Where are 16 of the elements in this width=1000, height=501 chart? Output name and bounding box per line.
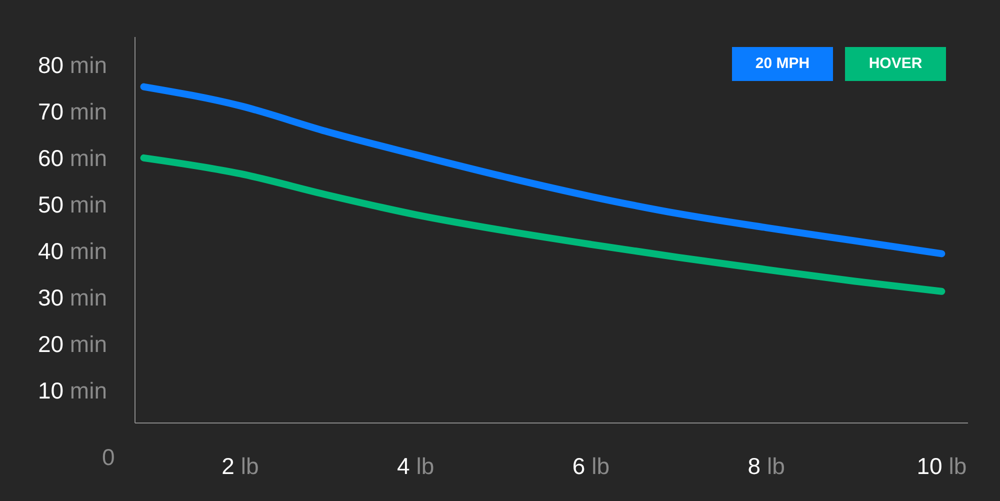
y-tick-label: 20 min (38, 330, 107, 357)
text: 0 (102, 444, 115, 471)
x-tick-label: 10 lb (916, 453, 967, 479)
y-tick-label: 60 min (38, 144, 107, 171)
y-tick-label: 30 min (38, 284, 107, 310)
x-tick-label: 8 lb (748, 453, 785, 479)
y-tick-label: 70 min (38, 98, 107, 124)
x-tick-label: 6 lb (572, 453, 610, 479)
x-tick-label: 4 lb (397, 453, 434, 479)
y-tick-label: 50 min (38, 191, 107, 218)
text: 20 MPH (732, 47, 833, 81)
y-tick-label: 40 min (38, 238, 107, 264)
y-tick-label: 10 min (38, 377, 107, 404)
x-tick-label: 2 lb (222, 453, 259, 479)
y-tick-label: 80 min (38, 52, 107, 78)
text: HOVER (845, 47, 946, 81)
